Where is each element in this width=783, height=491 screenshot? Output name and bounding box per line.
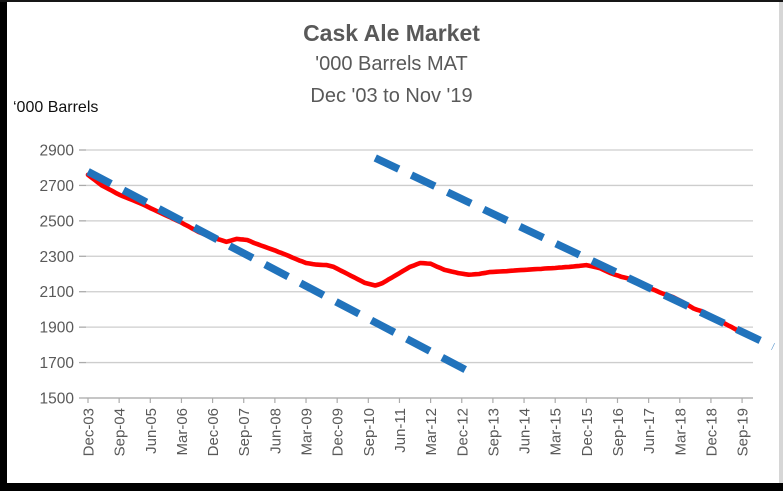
y-tick-label: 1500 (40, 391, 75, 408)
chart-title: Cask Ale Market (303, 20, 480, 46)
x-tick-label: Mar-18 (672, 408, 689, 456)
chart-subtitle-line2: Dec '03 to Nov '19 (310, 85, 473, 107)
x-tick-label: Mar-15 (548, 408, 565, 456)
x-tick-label: Mar-09 (299, 408, 316, 456)
frame-edge-top (0, 0, 783, 2)
x-tick-label: Mar-12 (423, 408, 440, 456)
chart-subtitle-line1: '000 Barrels MAT (315, 53, 468, 75)
y-tick-label: 2500 (40, 213, 75, 230)
x-tick-label: Sep-19 (735, 408, 752, 456)
x-tick-label: Sep-07 (236, 408, 253, 456)
x-tick-label: Dec-03 (81, 408, 98, 456)
y-axis-title: ‘000 Barrels (13, 99, 99, 116)
cask-ale-series-line (85, 172, 752, 338)
trend-line-2 (373, 154, 775, 351)
y-tick-label: 2900 (40, 143, 75, 160)
x-tick-label: Jun-11 (392, 408, 409, 453)
trend-line-1 (86, 168, 474, 377)
x-tick-label: Dec-12 (454, 408, 471, 456)
x-tick-label: Sep-16 (610, 408, 627, 456)
x-tick-label: Dec-09 (330, 408, 347, 456)
y-tick-label: 1700 (40, 355, 75, 372)
x-tick-label: Dec-15 (579, 408, 596, 456)
chart-title-block: Cask Ale Market '000 Barrels MAT Dec '03… (0, 18, 783, 112)
frame-edge-left (0, 0, 7, 483)
x-tick-label: Sep-10 (361, 408, 378, 456)
y-tick-label: 1900 (40, 320, 75, 337)
y-tick-label: 2300 (40, 249, 75, 266)
frame-edge-bottom (0, 483, 783, 491)
x-tick-label: Mar-06 (174, 408, 191, 456)
x-tick-label: Sep-04 (112, 408, 129, 456)
x-tick-label: Jun-08 (267, 408, 284, 454)
x-tick-label: Jun-17 (641, 408, 658, 454)
y-tick-label: 2100 (40, 284, 75, 301)
frame-edge-right (779, 2, 783, 483)
x-tick-label: Dec-06 (205, 408, 222, 456)
y-tick-label: 2700 (40, 178, 75, 195)
x-tick-label: Jun-14 (517, 408, 534, 454)
x-tick-label: Jun-05 (143, 408, 160, 454)
x-tick-label: Dec-18 (703, 408, 720, 456)
x-tick-label: Sep-13 (485, 408, 502, 456)
